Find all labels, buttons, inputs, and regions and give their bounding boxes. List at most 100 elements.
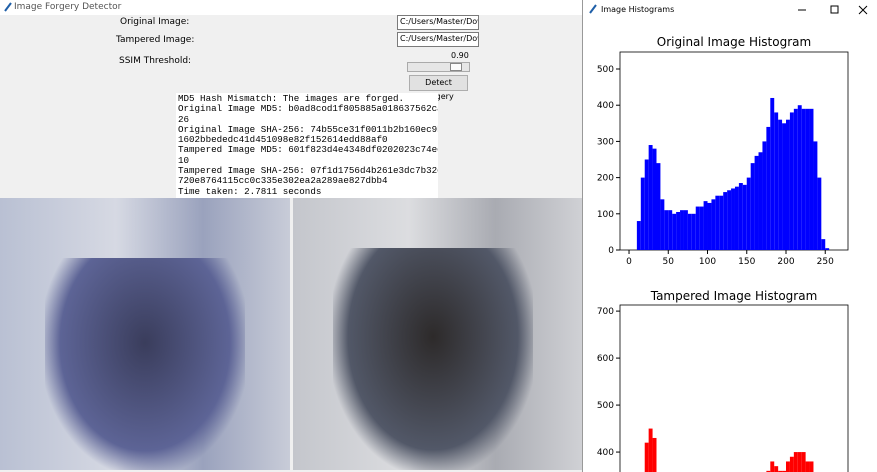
histogram-bar (825, 248, 830, 250)
original-path-entry[interactable]: C:/Users/Master/Down (397, 15, 479, 30)
histogram-bar (738, 183, 743, 250)
output-line: Tampered Image SHA-256: 07f1d1756d4b261e… (178, 165, 438, 177)
histogram-bar (691, 213, 696, 250)
histogram-bar (793, 108, 798, 250)
histogram-bar (770, 97, 775, 250)
histogram-bar (656, 163, 661, 250)
detect-button[interactable]: Detect Forgery (409, 75, 468, 101)
output-line: Original Image MD5: b0ad8cod1f805885a018… (178, 103, 438, 115)
title-bar: Image Forgery Detector (0, 0, 582, 15)
close[interactable] (858, 5, 868, 15)
x-tick-label: 50 (663, 257, 675, 267)
histogram-bar (766, 126, 771, 250)
histogram-bar (672, 213, 677, 250)
histogram-bar (782, 470, 786, 472)
histogram-bar (817, 177, 822, 250)
histogram-bar (809, 108, 814, 250)
histogram-bar (789, 112, 794, 250)
histogram-bar (774, 112, 779, 250)
histogram-bar (805, 108, 810, 250)
output-line: 26 (178, 113, 190, 125)
y-tick-label: 300 (597, 137, 614, 147)
image-subject (45, 258, 245, 470)
app-icon (4, 2, 12, 12)
histogram-bar (731, 188, 735, 250)
x-tick-label: 250 (817, 257, 834, 267)
tampered-label: Tampered Image: (116, 35, 195, 45)
histogram-bar (699, 206, 704, 250)
ssim-slider[interactable] (407, 62, 470, 72)
chart-title: Original Image Histogram (657, 35, 811, 49)
histogram-bar (687, 213, 692, 250)
y-tick-label: 100 (597, 210, 614, 220)
histogram-bar (805, 461, 810, 472)
histogram-bar (801, 108, 806, 250)
histogram-bar (652, 148, 657, 250)
output-text: MD5 Hash Mismatch: The images are forged… (176, 93, 438, 198)
x-tick-label: 0 (626, 257, 632, 267)
main-window: Image Forgery Detector Original Image: C… (0, 0, 582, 472)
histogram-bar (719, 195, 724, 250)
histogram-bar (707, 202, 712, 250)
y-tick-label: 500 (597, 401, 614, 411)
histogram-bar (778, 119, 783, 251)
histogram-bar (766, 470, 771, 472)
histogram-bar (778, 470, 783, 472)
histogram-bar (785, 119, 790, 251)
x-tick-label: 100 (699, 257, 716, 267)
histogram-bar (715, 195, 720, 250)
y-tick-label: 700 (597, 307, 614, 317)
histogram-bar (683, 210, 688, 250)
histogram-bar (644, 159, 649, 250)
histogram-bar (782, 123, 786, 250)
histogram-bar (762, 141, 767, 250)
histogram-bar (660, 199, 665, 250)
histogram-bar (636, 221, 641, 250)
window-title: Image Forgery Detector (14, 2, 122, 12)
histogram-bar (648, 428, 653, 472)
histogram-bar (664, 210, 669, 250)
histogram-bar (750, 163, 755, 250)
histogram-bar (813, 141, 818, 250)
histogram-bar (754, 155, 759, 250)
histogram-bar (652, 437, 657, 472)
output-line: 1602bbededc41d451098e82f152614edd88af0 (178, 134, 388, 146)
app-icon (589, 4, 597, 14)
histogram-bar (727, 190, 732, 250)
histogram-bar (758, 152, 763, 250)
histogram-bar (734, 186, 739, 250)
output-line: Tampered Image MD5: 601f823d4e4348df0202… (178, 144, 438, 156)
histogram-bar (648, 145, 653, 250)
histogram-bar (785, 461, 790, 472)
histogram-bar (797, 452, 802, 472)
histogram-bar (680, 210, 684, 250)
maximize[interactable] (830, 5, 839, 14)
histogram-bar (801, 452, 806, 472)
histogram-bar (774, 466, 779, 472)
histogram-bar (770, 461, 775, 472)
histogram-bar (703, 201, 708, 250)
histogram-bar (640, 177, 645, 250)
plot-area (619, 304, 849, 472)
image-subject (333, 248, 533, 470)
histogram-bar (644, 442, 649, 472)
histogram-bar (676, 211, 681, 250)
histogram-bar (793, 452, 798, 472)
ssim-value: 0.90 (451, 51, 469, 60)
histogram-bar (742, 184, 747, 250)
output-line: Original Image SHA-256: 74b55ce31f0011b2… (178, 123, 438, 135)
tampered-image (293, 198, 582, 470)
x-tick-label: 200 (777, 257, 794, 267)
slider-thumb[interactable] (450, 63, 462, 71)
histogram-bar (746, 177, 751, 250)
output-line: MD5 Hash Mismatch: The images are forged… (178, 93, 405, 104)
histogram-bar (668, 210, 673, 250)
output-line: 10 (178, 154, 190, 166)
histogram-bar (723, 192, 728, 250)
tampered-path-entry[interactable]: C:/Users/Master/Down (397, 32, 479, 47)
histogram-bar (695, 206, 700, 250)
y-tick-label: 400 (597, 448, 614, 458)
output-line: 720e8764115cc0c335e302ea2a289ae827dbb4 (178, 175, 388, 187)
